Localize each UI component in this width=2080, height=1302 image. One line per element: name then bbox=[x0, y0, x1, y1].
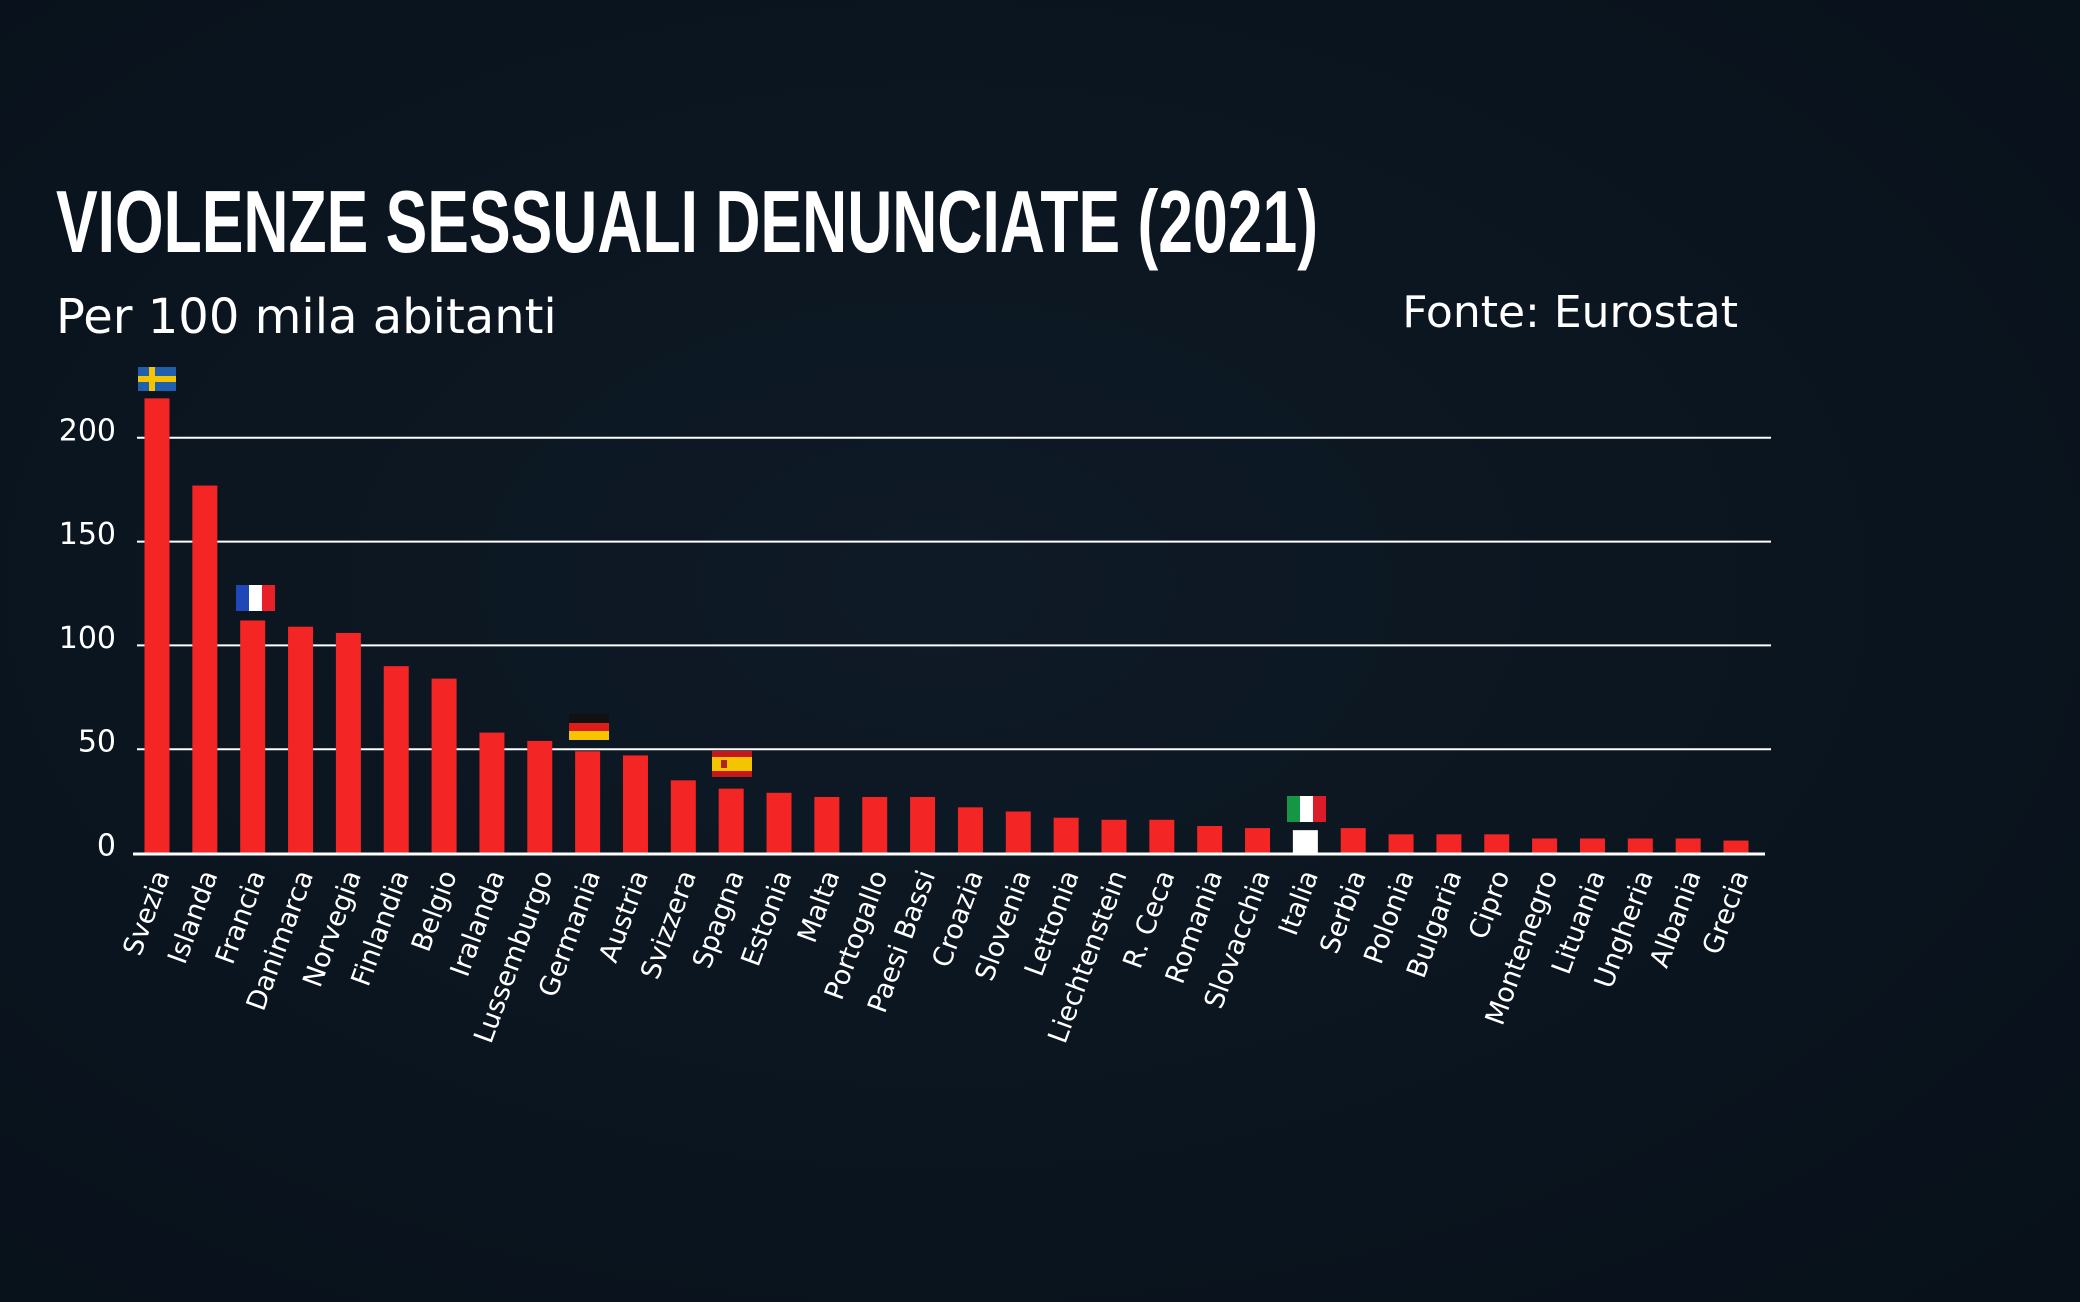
bar bbox=[1149, 819, 1175, 853]
y-tick-label: 0 bbox=[97, 829, 116, 864]
bar bbox=[1675, 838, 1701, 853]
bar bbox=[479, 732, 505, 853]
bar bbox=[718, 788, 744, 853]
flag-sweden bbox=[138, 367, 176, 391]
bar bbox=[1388, 834, 1414, 853]
bar bbox=[1532, 838, 1558, 853]
bar bbox=[240, 620, 266, 853]
bar bbox=[1484, 834, 1510, 853]
bar bbox=[1340, 828, 1366, 853]
bar bbox=[144, 398, 170, 853]
y-tick-label: 200 bbox=[59, 413, 116, 448]
bar bbox=[288, 626, 314, 853]
bar bbox=[575, 751, 601, 853]
bar bbox=[1197, 826, 1223, 853]
bar bbox=[910, 796, 936, 853]
bar bbox=[862, 796, 888, 853]
bar bbox=[957, 807, 983, 853]
bar bbox=[431, 678, 457, 853]
bar bbox=[192, 485, 218, 853]
flag-france bbox=[236, 585, 275, 611]
bar bbox=[814, 796, 840, 853]
bar bbox=[1579, 838, 1605, 853]
flag-italy bbox=[1287, 796, 1326, 822]
flag-spain bbox=[712, 751, 752, 777]
bar bbox=[1292, 830, 1318, 853]
bar bbox=[766, 792, 792, 853]
bar bbox=[622, 755, 648, 853]
bar bbox=[1627, 838, 1653, 853]
bar bbox=[383, 666, 409, 853]
bar bbox=[1053, 817, 1079, 853]
flag-germany bbox=[569, 714, 609, 740]
chart-title: VIOLENZE SESSUALI DENUNCIATE (2021) bbox=[56, 172, 1318, 271]
bar bbox=[1436, 834, 1462, 853]
bar bbox=[670, 780, 696, 853]
bar bbox=[1005, 811, 1031, 853]
y-tick-label: 50 bbox=[78, 725, 116, 760]
bar bbox=[335, 632, 361, 853]
bar bbox=[527, 740, 553, 853]
y-tick-label: 100 bbox=[59, 621, 116, 656]
source: Fonte: Eurostat bbox=[1402, 287, 1738, 338]
chart-subtitle: Per 100 mila abitanti bbox=[56, 289, 557, 345]
grid: 0 50 100 150 200 bbox=[59, 413, 1771, 864]
bar bbox=[1101, 819, 1127, 853]
bar bbox=[1245, 828, 1271, 853]
y-tick-label: 150 bbox=[59, 517, 116, 552]
bar bbox=[1723, 840, 1749, 853]
